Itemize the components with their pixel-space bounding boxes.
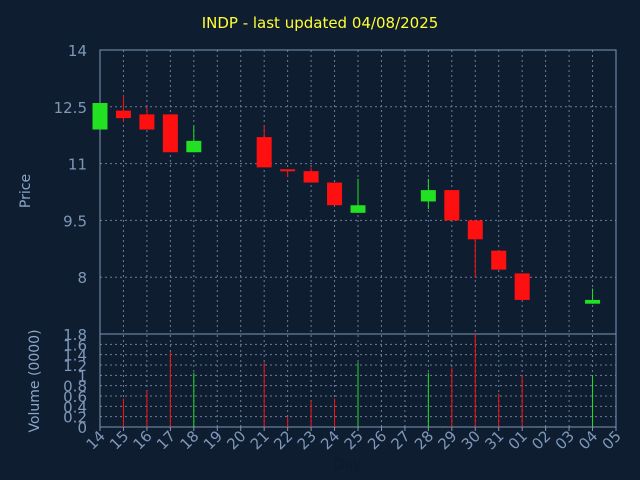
volume-tick-label: 1.2 xyxy=(63,357,87,375)
volume-tick-label: 0.6 xyxy=(63,388,87,406)
x-tick-label: 23 xyxy=(294,427,320,453)
x-tick-label: 16 xyxy=(130,427,156,453)
volume-tick-label: 1.6 xyxy=(63,336,87,354)
x-tick-label: 20 xyxy=(223,427,249,453)
x-tick-label: 18 xyxy=(176,427,202,453)
chart-title: INDP - last updated 04/08/2025 xyxy=(201,14,439,32)
candle-body xyxy=(467,220,483,240)
x-tick-label: 19 xyxy=(200,427,226,453)
candle-body xyxy=(115,110,131,119)
candle-body xyxy=(327,182,343,206)
candle-body xyxy=(162,114,178,153)
price-tick-label: 14 xyxy=(68,42,87,60)
x-tick-label: 01 xyxy=(505,427,531,453)
x-tick-label: 05 xyxy=(599,427,625,453)
volume-tick-label: 0.8 xyxy=(63,378,87,396)
candle-body xyxy=(256,137,272,168)
candle-body xyxy=(350,205,366,213)
candle-body xyxy=(420,190,436,202)
x-tick-label: 30 xyxy=(458,427,484,453)
price-tick-label: 9.5 xyxy=(63,212,87,230)
price-tick-label: 8 xyxy=(77,269,87,287)
x-tick-label: 24 xyxy=(317,427,343,453)
volume-tick-label: 1.4 xyxy=(63,347,87,365)
price-tick-label: 12.5 xyxy=(54,99,87,117)
candle-body xyxy=(280,169,296,172)
volume-tick-label: 1.8 xyxy=(63,326,87,344)
x-tick-label: 22 xyxy=(270,427,296,453)
x-tick-label: 27 xyxy=(388,427,414,453)
x-tick-label: 25 xyxy=(341,427,367,453)
x-tick-label: 31 xyxy=(481,427,507,453)
volume-tick-label: 1 xyxy=(77,367,87,385)
volume-tick-label: 0.2 xyxy=(63,409,87,427)
candle-body xyxy=(585,299,601,304)
candle-body xyxy=(92,103,108,130)
candle-body xyxy=(139,114,155,130)
x-tick-label: 03 xyxy=(552,427,578,453)
candle-body xyxy=(514,273,530,300)
candle-body xyxy=(444,190,460,221)
x-tick-label: 26 xyxy=(364,427,390,453)
x-tick-label: 28 xyxy=(411,427,437,453)
volume-tick-label: 0 xyxy=(77,419,87,437)
x-tick-label: 04 xyxy=(575,427,601,453)
x-tick-label: 02 xyxy=(528,427,554,453)
x-tick-label: 21 xyxy=(247,427,273,453)
x-tick-label: 17 xyxy=(153,427,179,453)
price-tick-label: 11 xyxy=(68,156,87,174)
x-tick-label: 15 xyxy=(106,427,132,453)
x-tick-label: 29 xyxy=(434,427,460,453)
candle-body xyxy=(491,250,507,270)
x-axis-label: Day xyxy=(333,457,362,473)
candle-body xyxy=(186,140,202,153)
volume-tick-label: 0.4 xyxy=(63,398,87,416)
candle-body xyxy=(303,171,319,183)
